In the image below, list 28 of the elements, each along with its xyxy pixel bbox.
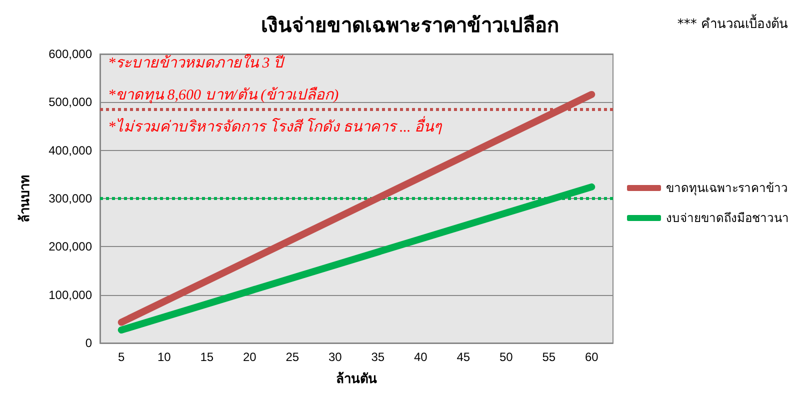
x-tick-label: 35 (371, 350, 385, 364)
annotation: *ขาดทุน 8,600 บาท/ตัน (ข้าวเปลือก) (108, 86, 339, 104)
legend-label: งบจ่ายขาดถึงมือชาวนา (666, 211, 789, 225)
annotation: *ระบายข้าวหมดภายใน 3 ปี (108, 54, 286, 72)
y-tick-label: 200,000 (48, 240, 92, 254)
x-tick-label: 5 (118, 350, 126, 364)
x-tick-label: 60 (584, 350, 599, 364)
x-tick-label: 40 (414, 350, 428, 364)
chart-title: เงินจ่ายขาดเฉพาะราคาข้าวเปลือก (261, 13, 559, 37)
x-tick-label: 50 (499, 350, 514, 364)
x-tick-label: 20 (242, 350, 257, 364)
legend-label: ขาดทุนเฉพาะราคาข้าว (666, 181, 788, 196)
x-tick-label: 25 (286, 350, 300, 364)
y-tick-label: 0 (85, 336, 92, 350)
x-tick-label: 45 (456, 350, 470, 364)
x-tick-label: 10 (157, 350, 172, 364)
y-tick-label: 400,000 (48, 143, 92, 158)
y-tick-label: 300,000 (48, 192, 92, 206)
y-tick-label: 500,000 (48, 95, 92, 110)
x-tick-label: 30 (328, 350, 342, 364)
y-axis-title: ล้านบาท (17, 174, 33, 222)
annotation: *ไม่รวมค่าบริหารจัดการ โรงสี โกดัง ธนาคาร ... อื่นๆ (108, 116, 442, 136)
text: *** คำนวณเบื้องต้น (677, 14, 788, 32)
x-tick-label: 15 (200, 350, 214, 364)
y-tick-label: 600,000 (48, 47, 92, 61)
x-tick-label: 55 (542, 350, 556, 364)
y-tick-label: 100,000 (48, 288, 92, 302)
x-axis-title: ล้านตัน (336, 371, 377, 387)
